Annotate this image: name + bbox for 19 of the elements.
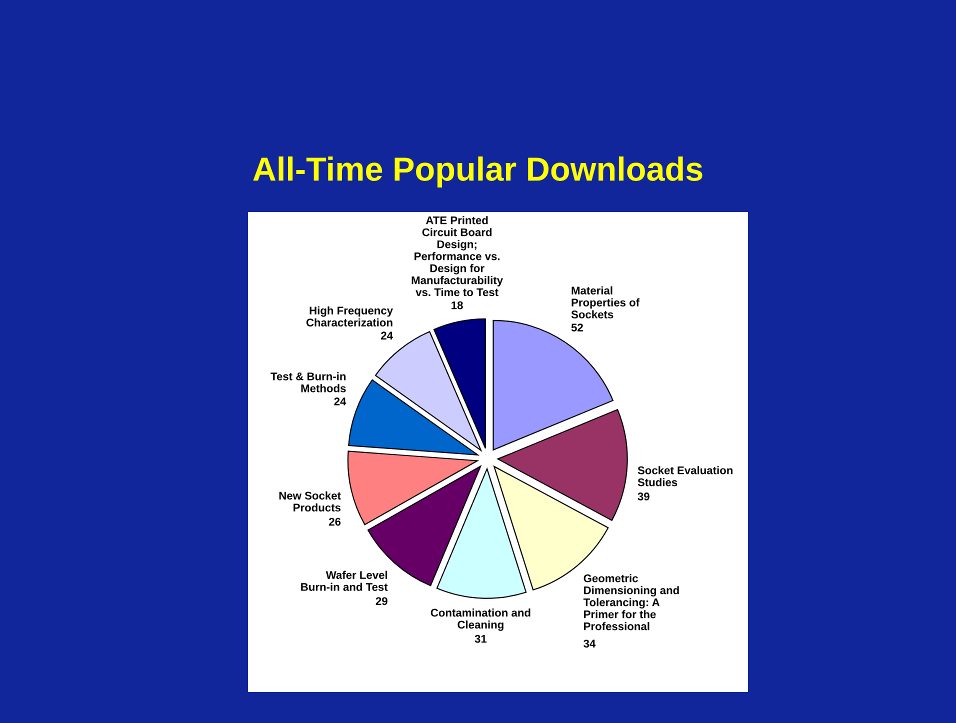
data-label: 29 bbox=[376, 597, 388, 606]
data-label: 52 bbox=[571, 324, 583, 332]
slice-label: Test & Burn-in Methods bbox=[270, 372, 346, 392]
data-label: 34 bbox=[584, 640, 596, 648]
slice-label: ATE Printed Circuit Board Design; Performance vs. Design for Manufacturability vs. Time to Test bbox=[412, 216, 503, 296]
chart-title: All-Time Popular Downloads bbox=[253, 156, 702, 188]
data-label: 18 bbox=[452, 301, 463, 310]
data-label: 24 bbox=[381, 332, 393, 340]
data-label: 31 bbox=[474, 634, 487, 643]
slice-label: Contamination and Cleaning bbox=[430, 608, 530, 631]
slice-label: Geometric Dimensioning and Tolerancing: A Primer for the Professional bbox=[583, 574, 679, 630]
data-label: 24 bbox=[334, 397, 346, 406]
data-label: 39 bbox=[638, 492, 650, 500]
data-label: 26 bbox=[329, 518, 341, 526]
slice-label: New Socket Products bbox=[279, 491, 341, 512]
slice-label: Socket Evaluation Studies bbox=[638, 466, 732, 486]
slice-label: High Frequency Characterization bbox=[306, 306, 393, 326]
slice-label: Wafer Level Burn-in and Test bbox=[301, 570, 388, 591]
slice-label: Material Properties of Sockets bbox=[571, 286, 640, 318]
